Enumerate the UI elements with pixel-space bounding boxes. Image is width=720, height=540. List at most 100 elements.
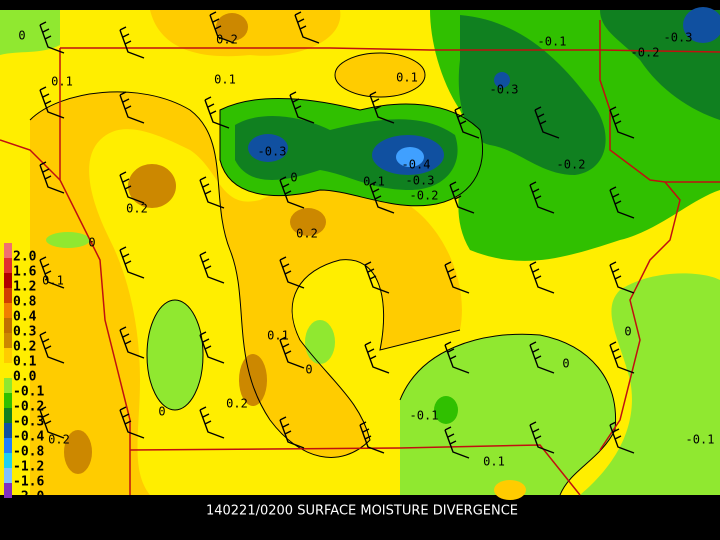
contour-line (29, 91, 461, 458)
wind-barb (529, 421, 555, 454)
contour-label: 0.1 (396, 71, 418, 85)
legend-swatch (4, 348, 12, 363)
wind-barb (609, 261, 635, 294)
legend-swatch (4, 483, 12, 498)
wind-barb (119, 26, 145, 59)
wind-barb (534, 106, 560, 139)
wind-barb (199, 406, 225, 439)
wind-barb (609, 341, 635, 374)
wind-barb (204, 96, 230, 129)
legend-swatch (4, 423, 12, 438)
region (216, 13, 248, 41)
region (305, 320, 335, 364)
wind-barb (364, 341, 390, 374)
wind-barb (609, 186, 635, 219)
contour-label: -0.1 (538, 35, 567, 49)
legend-swatch (4, 408, 12, 423)
contour-label: 0.1 (42, 274, 64, 288)
legend-swatch (4, 303, 12, 318)
region (494, 72, 510, 88)
legend-swatch (4, 258, 12, 273)
wind-barb (279, 256, 305, 289)
wind-barb (364, 261, 390, 294)
contour-label: -0.2 (410, 189, 439, 203)
legend-label: -0.3 (13, 415, 44, 430)
wind-barb (369, 181, 395, 214)
region (400, 334, 616, 495)
region (396, 147, 424, 167)
border (60, 47, 720, 53)
legend-swatch (4, 318, 12, 333)
region (248, 134, 288, 162)
wind-barb (444, 341, 470, 374)
contour-label: -0.3 (406, 174, 435, 188)
region (0, 10, 60, 55)
contour-label: -0.2 (631, 46, 660, 60)
contour-label: 0 (624, 325, 631, 339)
legend-swatch (4, 438, 12, 453)
legend-label: -1.6 (13, 475, 44, 490)
legend-label: -0.8 (13, 445, 44, 460)
legend-swatch (4, 378, 12, 393)
contour-label: 0 (158, 405, 165, 419)
field (0, 7, 720, 500)
contour-label: 0.2 (126, 202, 148, 216)
legend-label: -0.1 (13, 385, 44, 400)
region (458, 15, 606, 175)
contour-label: 0.1 (363, 175, 385, 189)
legend-swatch (4, 273, 12, 288)
contour-label: 0.1 (267, 329, 289, 343)
legend-swatch (4, 288, 12, 303)
contour-label: 0.2 (216, 33, 238, 47)
contour-line (334, 52, 426, 98)
border (0, 139, 61, 181)
legend-swatch (4, 363, 12, 378)
wind-barb (119, 171, 145, 204)
region (494, 480, 526, 500)
legend-label: 0.0 (13, 370, 37, 385)
wind-barb (359, 421, 385, 454)
contour-label: -0.3 (490, 83, 519, 97)
contour-label: -0.3 (258, 145, 287, 159)
wind-barb (199, 251, 225, 284)
wind-barb (294, 11, 320, 44)
wind-barb (39, 331, 65, 364)
contour-label: -0.1 (686, 433, 715, 447)
wind-barb (39, 256, 65, 289)
wind-barb (609, 106, 635, 139)
contour-label: -0.1 (410, 409, 439, 423)
region (147, 300, 203, 410)
wind-barb (199, 331, 225, 364)
contour-label: -0.2 (557, 158, 586, 172)
legend-label: 0.1 (13, 355, 37, 370)
wind-barb (454, 106, 480, 139)
legend-swatch (4, 468, 12, 483)
wind-barb (449, 181, 475, 214)
region (64, 430, 92, 474)
state-borders (0, 20, 720, 496)
legend-label: 0.4 (13, 310, 37, 325)
contour-label: 0 (88, 236, 95, 250)
region (580, 273, 720, 495)
wind-barb (119, 91, 145, 124)
contour-label: 0.1 (51, 75, 73, 89)
contour-line (146, 299, 204, 411)
contours (29, 52, 617, 496)
wind-barbs (39, 11, 635, 459)
wind-barb (444, 426, 470, 459)
legend-label: -1.2 (13, 460, 44, 475)
legend-label: 1.6 (13, 265, 37, 280)
wind-barb (39, 86, 65, 119)
region (434, 396, 458, 424)
region (239, 354, 267, 406)
legend-label: -0.2 (13, 400, 44, 415)
legend-label: -0.4 (13, 430, 44, 445)
wind-barb (119, 406, 145, 439)
wind-barb (279, 176, 305, 209)
legend-label: 2.0 (13, 250, 37, 265)
border (599, 181, 681, 451)
contour-label: 0 (305, 363, 312, 377)
border (129, 444, 581, 496)
legend-label: 0.3 (13, 325, 36, 340)
